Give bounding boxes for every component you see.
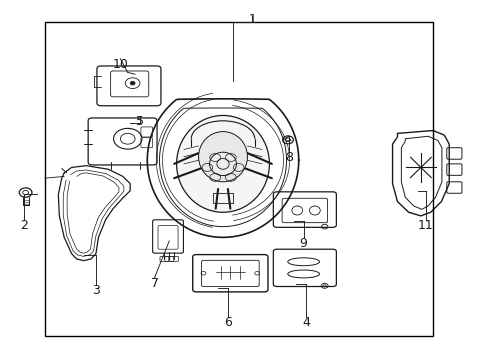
Text: 5: 5 bbox=[136, 116, 144, 129]
Text: 9: 9 bbox=[300, 237, 308, 250]
Ellipse shape bbox=[210, 152, 237, 176]
Text: 7: 7 bbox=[150, 277, 159, 290]
Bar bbox=[45, 22, 433, 336]
Text: 8: 8 bbox=[285, 151, 293, 164]
Text: 2: 2 bbox=[20, 220, 28, 233]
Text: 6: 6 bbox=[224, 316, 232, 329]
Ellipse shape bbox=[198, 132, 247, 182]
Text: 3: 3 bbox=[92, 284, 100, 297]
Text: 10: 10 bbox=[113, 58, 128, 71]
Text: 11: 11 bbox=[418, 220, 434, 233]
Text: 1: 1 bbox=[248, 13, 256, 26]
Ellipse shape bbox=[130, 81, 135, 85]
Ellipse shape bbox=[176, 116, 270, 212]
Text: 4: 4 bbox=[302, 316, 310, 329]
